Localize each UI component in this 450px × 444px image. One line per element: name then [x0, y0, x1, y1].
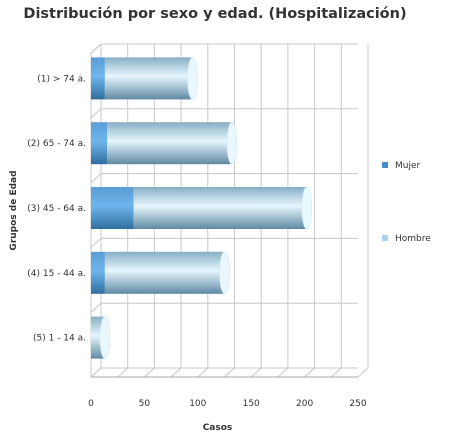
- grid-line-side: [90, 43, 102, 54]
- grid-line-side: [90, 108, 102, 119]
- x-tick-label: 150: [243, 399, 260, 409]
- y-tick-label: (4) 15 - 44 a.: [27, 269, 86, 279]
- x-tick-label: 200: [296, 399, 313, 409]
- grid-line-floor: [144, 367, 155, 378]
- grid-line-side: [90, 367, 102, 378]
- y-tick-label: (1) > 74 a.: [37, 74, 86, 84]
- axes: 0 50 100 150 200 250 (1) > 74 a. (2) 65 - 74 a.…: [9, 74, 367, 433]
- grid-line-floor: [304, 367, 315, 378]
- x-tick-label: 100: [189, 399, 206, 409]
- legend: Mujer Hombre: [382, 161, 431, 244]
- bar-group: [91, 121, 238, 165]
- legend-label-mujer: Mujer: [395, 161, 421, 171]
- bars: [91, 57, 313, 359]
- y-axis-title: Grupos de Edad: [9, 170, 19, 250]
- grid-line-floor: [197, 367, 209, 378]
- grid-line-floor: [330, 367, 342, 378]
- x-tick-label: 50: [139, 399, 151, 409]
- bar-cap: [301, 186, 313, 230]
- bar-cap: [226, 121, 238, 165]
- bar-group: [91, 57, 198, 100]
- legend-label-hombre: Hombre: [395, 234, 431, 244]
- chart-title: Distribución por sexo y edad. (Hospitali…: [23, 6, 407, 22]
- bar-mujer: [91, 187, 134, 229]
- y-tick-label: (2) 65 - 74 a.: [27, 139, 86, 149]
- grid-line-floor: [277, 367, 289, 378]
- grid-line-side: [90, 302, 102, 313]
- y-tick-label: (5) 1 - 14 a.: [33, 334, 86, 344]
- x-tick-label: 250: [349, 399, 366, 409]
- grid-line-side: [90, 238, 102, 248]
- bar-mujer: [91, 251, 105, 294]
- bar-mujer: [91, 122, 108, 165]
- bar-cap: [187, 57, 198, 100]
- legend-swatch-hombre: [382, 235, 388, 241]
- x-axis-title: Casos: [203, 423, 233, 433]
- bar-mujer: [91, 57, 105, 100]
- bar-hombre: [107, 122, 232, 165]
- bar-group: [91, 316, 111, 359]
- grid-line-floor: [224, 367, 235, 378]
- grid-line-floor: [170, 367, 182, 378]
- grid-line-side: [90, 173, 102, 183]
- bar-group: [91, 186, 313, 230]
- legend-swatch-mujer: [382, 162, 388, 168]
- bar-group: [91, 251, 230, 295]
- bar-hombre: [104, 57, 193, 100]
- grid-line-floor: [117, 367, 129, 378]
- grid-line-floor: [357, 367, 369, 378]
- y-tick-label: (3) 45 - 64 a.: [27, 204, 86, 214]
- bar-cap: [99, 316, 111, 359]
- x-tick-label: 0: [88, 399, 94, 409]
- grid-line-floor: [250, 367, 262, 378]
- bar-hombre: [133, 187, 307, 229]
- bar-cap: [219, 251, 230, 295]
- bar-hombre: [104, 251, 225, 294]
